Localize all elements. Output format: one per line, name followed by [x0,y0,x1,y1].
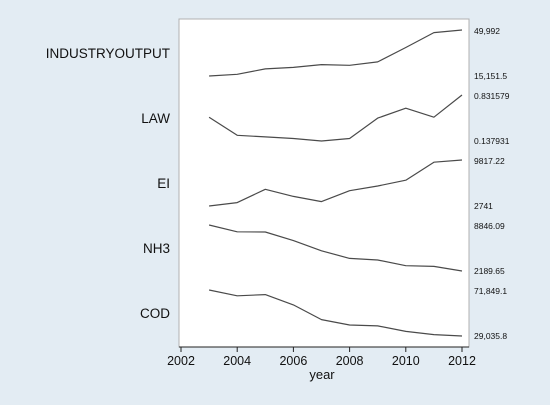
min-label-ei: 2741 [474,201,493,211]
series-label-cod: COD [140,306,170,321]
min-label-cod: 29,035.8 [474,331,507,341]
x-axis-label: year [309,367,335,382]
max-label-nh3: 8846.09 [474,221,505,231]
min-label-nh3: 2189.65 [474,266,505,276]
max-label-law: 0.831579 [474,91,510,101]
max-label-industryoutput: 49,992 [474,26,500,36]
x-tick-label: 2010 [392,354,420,368]
x-axis: 2002 2004 2006 2008 2010 2012 [167,347,476,368]
min-label-law: 0.137931 [474,136,510,146]
min-label-industryoutput: 15,151.5 [474,71,507,81]
series-label-industryoutput: INDUSTRYOUTPUT [46,46,170,61]
x-tick-label: 2004 [223,354,251,368]
series-label-nh3: NH3 [143,241,170,256]
max-label-ei: 9817.22 [474,156,505,166]
series-line-nh3 [208,224,463,272]
series-line-industryoutput [209,29,463,77]
plot-area [178,18,470,348]
series-label-ei: EI [157,176,170,191]
range-label-layer: 49,992 15,151.5 0.831579 0.137931 9817.22 274… [474,26,510,341]
max-label-cod: 71,849.1 [474,286,507,296]
series-layer [208,29,463,337]
series-line-cod [208,289,463,337]
series-label-law: LAW [141,111,170,126]
series-label-layer: INDUSTRYOUTPUT LAW EI NH3 COD [46,46,171,321]
series-line-ei [209,159,463,207]
series-line-law [208,94,463,142]
x-tick-label: 2012 [448,354,476,368]
x-tick-label: 2002 [167,354,195,368]
x-tick-label: 2006 [279,354,307,368]
x-tick-label: 2008 [336,354,364,368]
